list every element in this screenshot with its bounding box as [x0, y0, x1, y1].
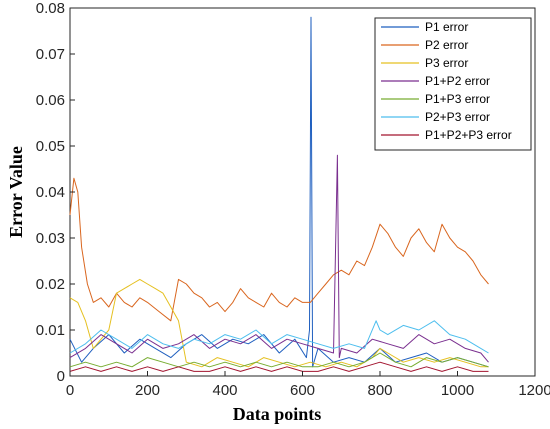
x-tick-label: 200	[135, 382, 160, 399]
series-line-1	[69, 16, 489, 368]
y-tick-label: 0.07	[36, 46, 65, 63]
y-tick-label: 0	[57, 368, 65, 385]
x-tick-label: 0	[66, 382, 74, 399]
legend-label: P2 error	[425, 38, 468, 52]
y-tick-label: 0.02	[36, 276, 65, 293]
y-tick-label: 0.06	[36, 92, 65, 109]
x-axis-title: Data points	[233, 404, 322, 424]
legend-label: P2+P3 error	[425, 110, 490, 124]
y-tick-label: 0.08	[36, 0, 65, 17]
legend: P1 error P2 error P3 error P1+P2 error P1+P3…	[374, 17, 532, 151]
legend-label: P1+P2 error	[425, 74, 490, 88]
series-line-5	[69, 352, 489, 368]
x-tick-label: 1200	[518, 382, 550, 399]
x-tick-label: 400	[212, 382, 237, 399]
x-tick-label: 600	[290, 382, 315, 399]
y-tick-label: 0.05	[36, 138, 65, 155]
y-axis-ticks: 0 0.01 0.02 0.03 0.04 0.05 0.06 0.07 0.08	[36, 0, 75, 385]
series-line-7	[69, 361, 489, 372]
x-tick-label: 800	[367, 382, 392, 399]
series-line-2	[69, 177, 489, 322]
series-layer	[69, 16, 489, 372]
y-tick-label: 0.01	[36, 322, 65, 339]
series-line-6	[69, 320, 489, 354]
legend-label: P1+P2+P3 error	[425, 128, 512, 142]
series-line-4	[69, 154, 489, 363]
legend-label: P1+P3 error	[425, 92, 490, 106]
legend-box	[374, 17, 532, 151]
y-tick-label: 0.03	[36, 230, 65, 247]
series-line-3	[69, 278, 489, 368]
legend-label: P3 error	[425, 56, 468, 70]
legend-label: P1 error	[425, 20, 468, 34]
y-tick-label: 0.04	[36, 184, 65, 201]
y-axis-title: Error Value	[6, 146, 26, 238]
x-tick-label: 1000	[441, 382, 474, 399]
x-axis-ticks: 0 200 400 600 800 1000 1200	[66, 371, 550, 399]
